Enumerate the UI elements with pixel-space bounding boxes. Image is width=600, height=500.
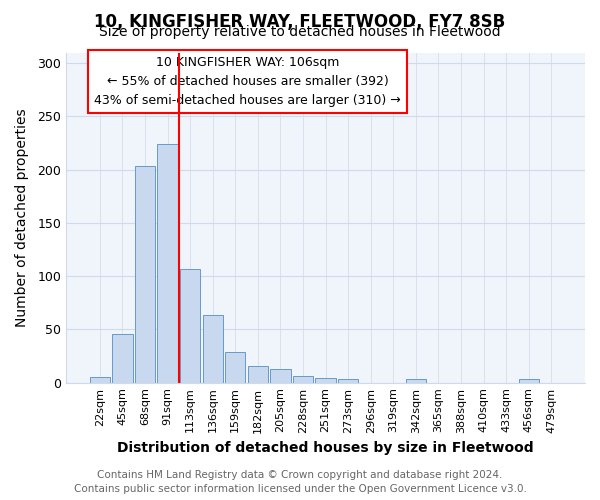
X-axis label: Distribution of detached houses by size in Fleetwood: Distribution of detached houses by size …: [117, 441, 534, 455]
Bar: [157, 144, 178, 382]
Y-axis label: Number of detached properties: Number of detached properties: [15, 108, 29, 327]
Bar: [293, 376, 313, 382]
Bar: [89, 378, 110, 382]
Bar: [112, 334, 133, 382]
Text: Contains HM Land Registry data © Crown copyright and database right 2024.
Contai: Contains HM Land Registry data © Crown c…: [74, 470, 526, 494]
Text: 10, KINGFISHER WAY, FLEETWOOD, FY7 8SB: 10, KINGFISHER WAY, FLEETWOOD, FY7 8SB: [94, 12, 506, 30]
Bar: [338, 380, 358, 382]
Bar: [248, 366, 268, 382]
Text: Size of property relative to detached houses in Fleetwood: Size of property relative to detached ho…: [99, 25, 501, 39]
Bar: [270, 369, 290, 382]
Bar: [406, 380, 426, 382]
Bar: [135, 166, 155, 382]
Bar: [225, 352, 245, 382]
Bar: [203, 314, 223, 382]
Bar: [316, 378, 335, 382]
Text: 10 KINGFISHER WAY: 106sqm
← 55% of detached houses are smaller (392)
43% of semi: 10 KINGFISHER WAY: 106sqm ← 55% of detac…: [94, 56, 401, 107]
Bar: [518, 380, 539, 382]
Bar: [180, 268, 200, 382]
